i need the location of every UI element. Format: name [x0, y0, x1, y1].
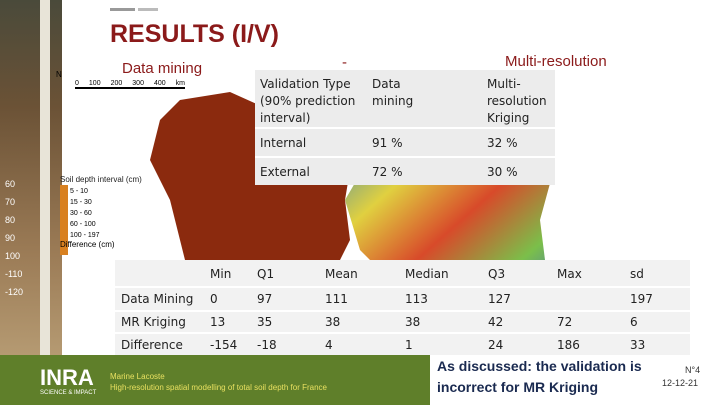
ruler-label: 60 — [5, 179, 16, 189]
legend-item: 5 - 10 — [70, 188, 88, 195]
title: RESULTS (I/V) — [110, 20, 279, 48]
deco — [110, 8, 135, 11]
cell: 1 — [405, 338, 413, 352]
legend-title: Soil depth interval (cm) — [60, 175, 142, 184]
legend-item: 100 - 197 — [70, 232, 100, 239]
cell: 32 % — [487, 136, 518, 150]
ruler-strip — [40, 0, 50, 355]
cell: 24 — [488, 338, 504, 352]
header-cell: Mean — [325, 267, 358, 281]
cell: 0 — [210, 292, 218, 306]
legend-item: 60 - 100 — [70, 221, 96, 228]
cell: 30 % — [487, 165, 518, 179]
difference-title: Difference (cm) — [60, 240, 115, 249]
logo-sub: SCIENCE & IMPACT — [40, 390, 97, 396]
header-cell: sd — [630, 267, 644, 281]
header-cell: Max — [557, 267, 582, 281]
cell: Internal — [260, 136, 307, 150]
header-cell: Q1 — [257, 267, 275, 281]
scale-label: 200 — [110, 80, 123, 87]
stats-bg — [115, 260, 690, 355]
logo: INRA — [40, 365, 94, 390]
cell: 113 — [405, 292, 428, 306]
header-cell: Data mining — [372, 77, 414, 108]
legend-item: 30 - 60 — [70, 210, 92, 217]
scale-labels: 0 100 200 300 400 km — [75, 80, 185, 87]
legend: 5 - 10 15 - 30 30 - 60 60 - 100 100 - 197 — [70, 186, 100, 241]
cell: 91 % — [372, 136, 403, 150]
cell: -154 — [210, 338, 238, 352]
soil-profile — [0, 0, 62, 355]
north: N — [56, 70, 62, 79]
cell: External — [260, 165, 310, 179]
ruler-label: -110 — [5, 269, 23, 279]
scale-label: 100 — [88, 80, 101, 87]
talk-title: High-resolution spatial modelling of tot… — [110, 383, 328, 392]
ruler-label: 70 — [5, 197, 16, 207]
cell: 97 — [257, 292, 273, 306]
row-label: MR Kriging — [121, 315, 186, 329]
header-cell: Validation Type (90% prediction interval… — [260, 77, 356, 125]
cell: 72 % — [372, 165, 403, 179]
deco — [138, 8, 158, 11]
cell: 35 — [257, 315, 273, 329]
scale-label: 300 — [132, 80, 144, 87]
header-cell: Min — [210, 267, 232, 281]
note-box — [430, 350, 720, 405]
ruler: 60 70 80 90 100 -110 -120 — [5, 175, 23, 301]
legend-colors — [60, 185, 68, 255]
cell: 4 — [325, 338, 333, 352]
author: Marine Lacoste — [110, 372, 165, 381]
date: 12-12-21 — [662, 378, 699, 388]
scale-label: 400 — [153, 80, 166, 87]
header-cell: Q3 — [488, 267, 506, 281]
row-label: Data Mining — [121, 292, 194, 306]
cell: 186 — [557, 338, 580, 352]
legend-item: 15 - 30 — [70, 199, 92, 206]
cell: 111 — [325, 292, 348, 306]
page-number: N°4 — [685, 365, 701, 375]
cell: 197 — [630, 292, 653, 306]
label-mr: Multi-resolution — [505, 53, 607, 70]
ruler-label: 100 — [5, 251, 21, 261]
ruler-label: 90 — [5, 233, 16, 243]
note: As discussed: the validation is incorrec… — [437, 358, 642, 395]
cell: 42 — [488, 315, 504, 329]
header-cell: Multi-resolution Kriging — [487, 77, 547, 125]
label-data-mining: Data mining — [122, 60, 203, 77]
label-dash: - — [342, 54, 347, 71]
cell: 6 — [630, 315, 638, 329]
header-cell: Median — [405, 267, 449, 281]
scale-label: km — [175, 80, 185, 87]
scale-label: 0 — [75, 80, 79, 87]
cell: 127 — [488, 292, 511, 306]
cell: 33 — [630, 338, 646, 352]
row-label: Difference — [121, 338, 183, 352]
ruler-label: -120 — [5, 287, 24, 297]
cell: 13 — [210, 315, 226, 329]
ruler-label: 80 — [5, 215, 16, 225]
cell: -18 — [257, 338, 277, 352]
cell: 38 — [325, 315, 341, 329]
cell: 38 — [405, 315, 421, 329]
cell: 72 — [557, 315, 573, 329]
